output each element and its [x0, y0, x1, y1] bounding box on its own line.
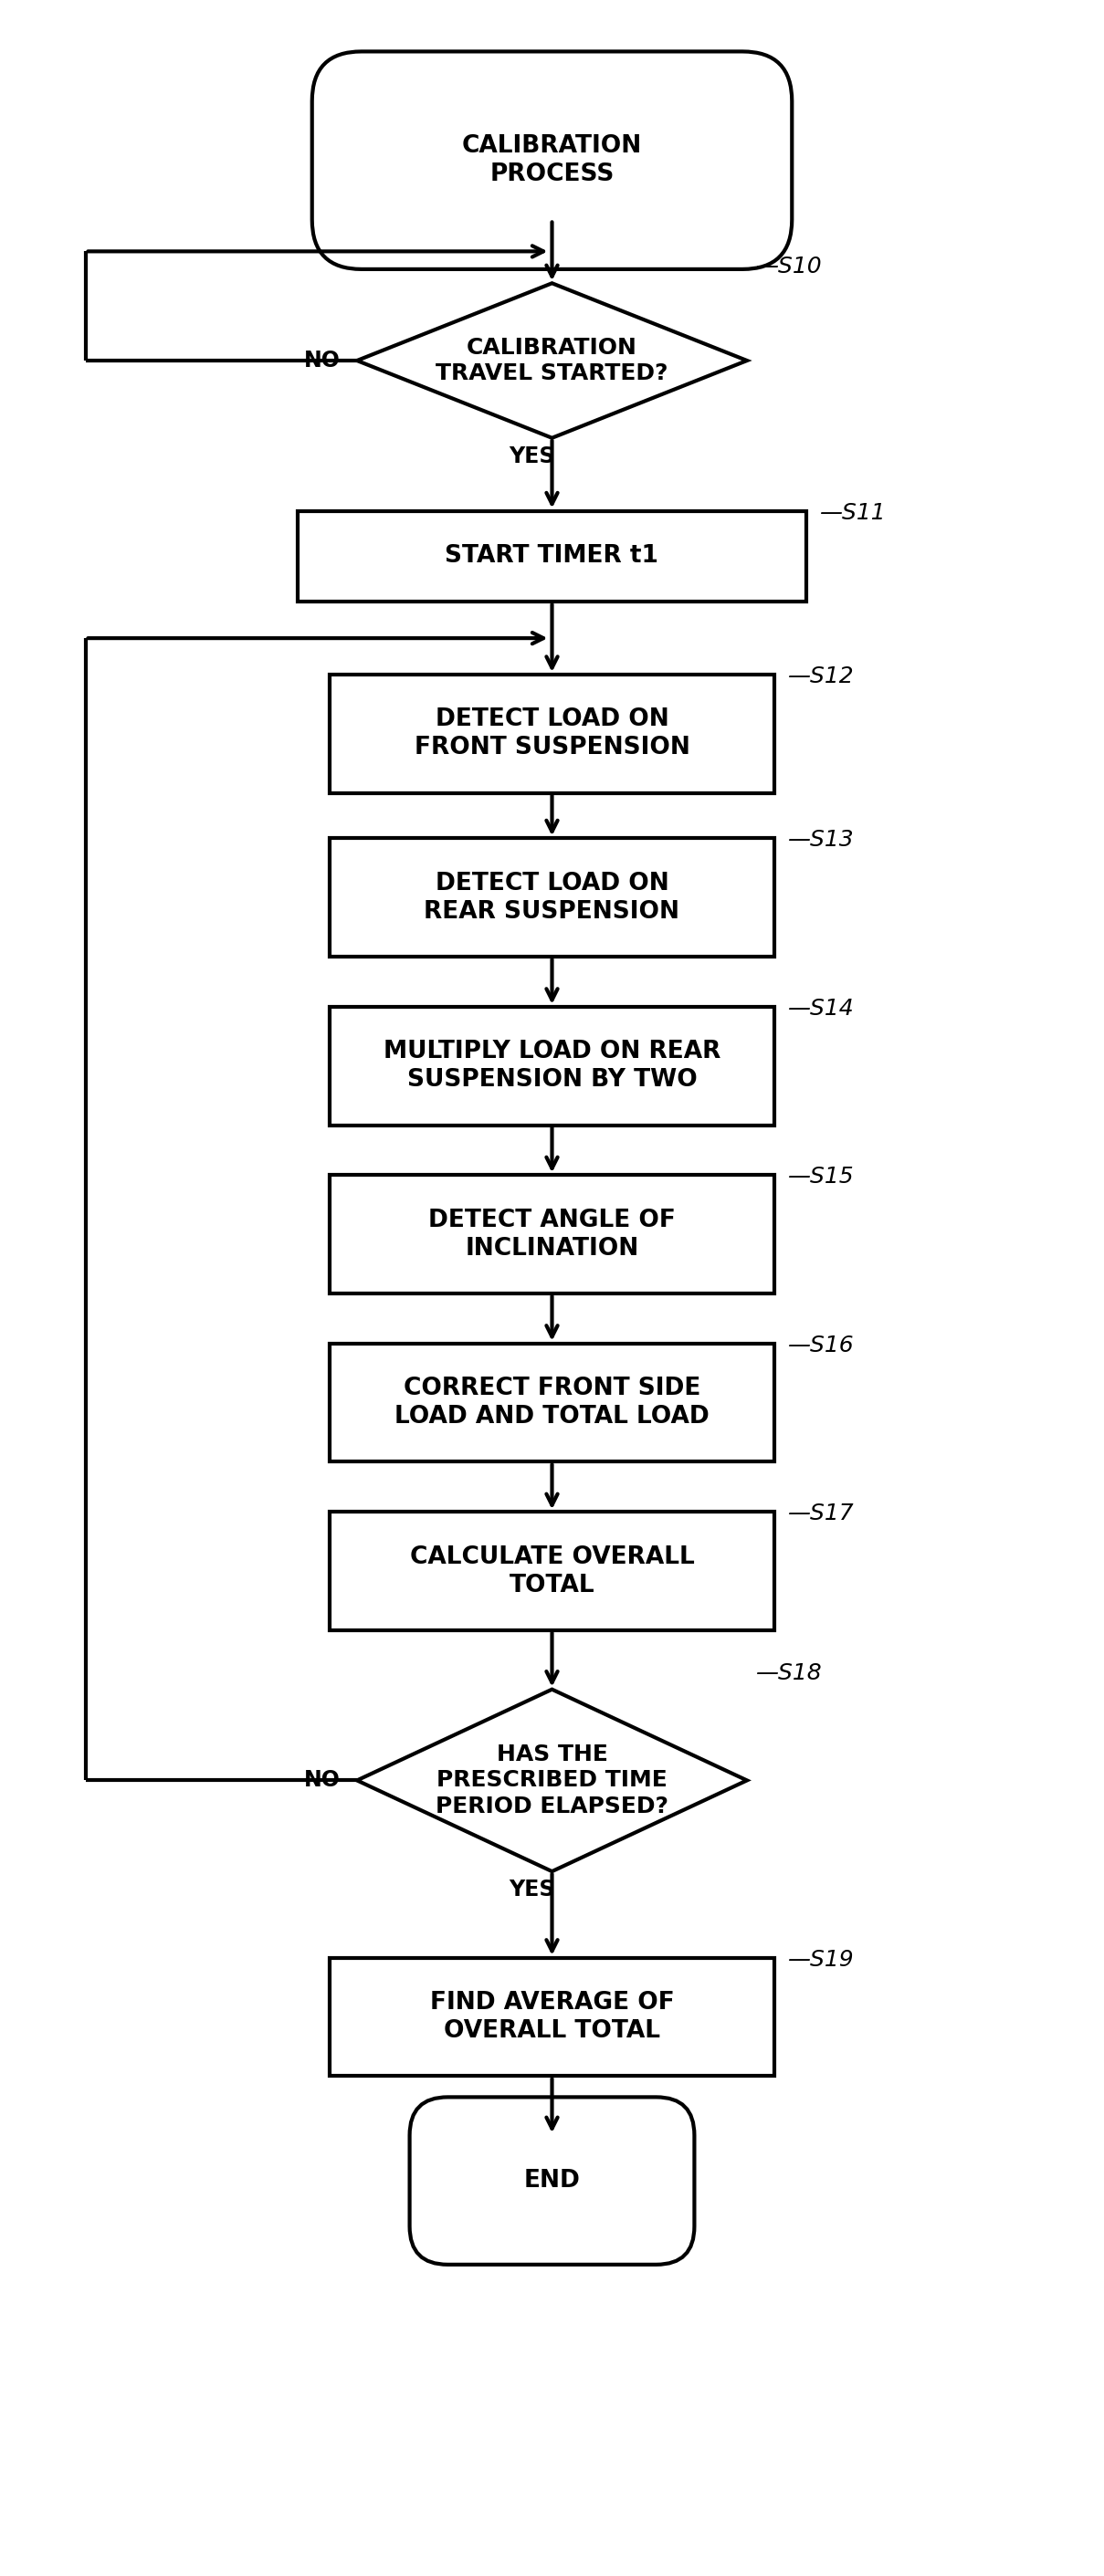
- Text: FIND AVERAGE OF
OVERALL TOTAL: FIND AVERAGE OF OVERALL TOTAL: [429, 1991, 675, 2043]
- Text: —S12: —S12: [788, 665, 854, 688]
- Text: START TIMER t1: START TIMER t1: [445, 544, 659, 569]
- Text: CALIBRATION
TRAVEL STARTED?: CALIBRATION TRAVEL STARTED?: [436, 337, 668, 384]
- Text: DETECT ANGLE OF
INCLINATION: DETECT ANGLE OF INCLINATION: [428, 1208, 676, 1260]
- Text: YES: YES: [509, 1878, 555, 1901]
- Text: —S10: —S10: [756, 255, 822, 278]
- Text: NO: NO: [305, 350, 341, 371]
- Text: CORRECT FRONT SIDE
LOAD AND TOTAL LOAD: CORRECT FRONT SIDE LOAD AND TOTAL LOAD: [394, 1376, 710, 1430]
- Text: —S15: —S15: [788, 1167, 854, 1188]
- Text: END: END: [523, 2169, 581, 2192]
- Text: HAS THE
PRESCRIBED TIME
PERIOD ELAPSED?: HAS THE PRESCRIBED TIME PERIOD ELAPSED?: [436, 1744, 668, 1819]
- Bar: [330, 837, 774, 956]
- Text: —S11: —S11: [819, 502, 885, 523]
- Bar: [330, 1175, 774, 1293]
- Bar: [330, 1958, 774, 2076]
- Text: —S13: —S13: [788, 829, 854, 850]
- Bar: [330, 1345, 774, 1461]
- Polygon shape: [357, 1690, 747, 1870]
- Text: CALCULATE OVERALL
TOTAL: CALCULATE OVERALL TOTAL: [410, 1546, 694, 1597]
- Bar: [330, 1512, 774, 1631]
- Polygon shape: [357, 283, 747, 438]
- Text: MULTIPLY LOAD ON REAR
SUSPENSION BY TWO: MULTIPLY LOAD ON REAR SUSPENSION BY TWO: [383, 1041, 721, 1092]
- Text: YES: YES: [509, 446, 555, 466]
- Text: —S14: —S14: [788, 997, 854, 1020]
- FancyBboxPatch shape: [410, 2097, 694, 2264]
- Bar: [298, 510, 806, 603]
- Text: —S17: —S17: [788, 1502, 854, 1525]
- Bar: [330, 675, 774, 793]
- Text: —S19: —S19: [788, 1950, 854, 1971]
- Bar: [330, 1007, 774, 1126]
- Text: —S16: —S16: [788, 1334, 854, 1358]
- Text: CALIBRATION
PROCESS: CALIBRATION PROCESS: [461, 134, 643, 185]
- FancyBboxPatch shape: [312, 52, 792, 270]
- Text: NO: NO: [305, 1770, 341, 1790]
- Text: —S18: —S18: [756, 1662, 822, 1685]
- Text: DETECT LOAD ON
REAR SUSPENSION: DETECT LOAD ON REAR SUSPENSION: [424, 871, 680, 925]
- Text: DETECT LOAD ON
FRONT SUSPENSION: DETECT LOAD ON FRONT SUSPENSION: [414, 708, 690, 760]
